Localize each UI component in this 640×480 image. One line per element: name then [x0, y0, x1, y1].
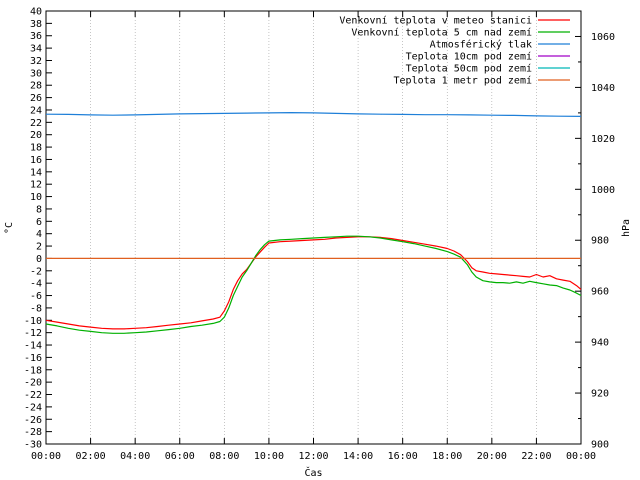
- grid: [90, 11, 537, 444]
- x-tick-label: 00:00: [566, 451, 596, 462]
- x-tick-label: 20:00: [477, 451, 507, 462]
- x-tick-label: 22:00: [521, 451, 551, 462]
- y2-tick-label: 920: [591, 389, 609, 400]
- y2-tick-label: 1060: [591, 32, 615, 43]
- x-tick-label: 18:00: [432, 451, 462, 462]
- x-tick-label: 16:00: [388, 451, 418, 462]
- series-line-2: [45, 235, 582, 334]
- x-tick-label: 08:00: [209, 451, 239, 462]
- legend-label-6: Teplota 1 metr pod zemí: [394, 75, 532, 87]
- y-tick-label: 12: [30, 180, 42, 191]
- y-axis-ticks: -30-28-26-24-22-20-18-16-14-12-10-8-6-4-…: [24, 7, 52, 451]
- y-tick-label: 22: [30, 118, 42, 129]
- x-tick-label: 04:00: [120, 451, 150, 462]
- y-tick-label: 8: [36, 204, 42, 215]
- y2-tick-label: 1040: [591, 83, 615, 94]
- legend: Venkovní teplota v meteo staniciVenkovní…: [339, 15, 570, 87]
- y-tick-label: -22: [24, 390, 42, 401]
- y-tick-label: 26: [30, 93, 42, 104]
- y-tick-label: -14: [24, 341, 42, 352]
- y-tick-label: 36: [30, 31, 42, 42]
- series-lines: [45, 111, 582, 334]
- legend-label-5: Teplota 50cm pod zemí: [406, 63, 532, 75]
- y-tick-label: 2: [36, 242, 42, 253]
- y-tick-label: 24: [30, 105, 42, 116]
- y-tick-label: 38: [30, 19, 42, 30]
- x-axis-ticks: 00:00 02:00 04:00 06:00 08:00 10:00 12:00 14:00…: [31, 11, 596, 462]
- y-tick-label: -8: [30, 303, 42, 314]
- y-tick-label: -2: [30, 266, 42, 277]
- y2-tick-label: 940: [591, 338, 609, 349]
- y-tick-label: 40: [30, 7, 42, 18]
- y-tick-label: 10: [30, 192, 42, 203]
- x-tick-label: 06:00: [165, 451, 195, 462]
- y-tick-label: 14: [30, 167, 42, 178]
- y-tick-label: -4: [30, 279, 42, 290]
- x-tick-label: 00:00: [31, 451, 61, 462]
- y-tick-label: 16: [30, 155, 42, 166]
- legend-label-1: Venkovní teplota v meteo stanici: [339, 15, 532, 27]
- y2-tick-label: 1000: [591, 185, 615, 196]
- y-tick-label: 4: [36, 229, 42, 240]
- y-tick-label: 0: [36, 254, 42, 265]
- y-tick-label: 30: [30, 68, 42, 79]
- x-tick-label: 10:00: [254, 451, 284, 462]
- y-tick-label: -10: [24, 316, 42, 327]
- y-tick-label: -6: [30, 291, 42, 302]
- y-tick-label: 34: [30, 44, 42, 55]
- y-tick-label: -24: [24, 402, 42, 413]
- y-tick-label: -26: [24, 415, 42, 426]
- y2-tick-label: 960: [591, 287, 609, 298]
- y-tick-label: -28: [24, 427, 42, 438]
- x-tick-label: 12:00: [298, 451, 328, 462]
- y-tick-label: 20: [30, 130, 42, 141]
- y-tick-label: -30: [24, 440, 42, 451]
- y-tick-label: -12: [24, 328, 42, 339]
- y2-axis-ticks: 900 920 940 960 980 1000 1020 1040 1060: [575, 32, 615, 451]
- series-line-1: [45, 236, 582, 330]
- y-tick-label: -16: [24, 353, 42, 364]
- legend-label-3: Atmosférický tlak: [430, 39, 532, 51]
- legend-label-4: Teplota 10cm pod zemí: [406, 51, 532, 63]
- y-tick-label: 6: [36, 217, 42, 228]
- y2-tick-label: 1020: [591, 134, 615, 145]
- y-tick-label: -20: [24, 378, 42, 389]
- y-axis-label: °C: [4, 222, 15, 234]
- y2-tick-label: 980: [591, 236, 609, 247]
- y2-axis-label: hPa: [621, 219, 632, 237]
- x-tick-label: 02:00: [76, 451, 106, 462]
- y2-tick-label: 900: [591, 440, 609, 451]
- y-tick-label: 28: [30, 81, 42, 92]
- y-tick-label: 32: [30, 56, 42, 67]
- y-tick-label: 18: [30, 143, 42, 154]
- x-tick-label: 14:00: [343, 451, 373, 462]
- x-axis-label: Čas: [304, 466, 322, 479]
- y-tick-label: -18: [24, 365, 42, 376]
- series-line-3: [45, 111, 582, 117]
- legend-label-2: Venkovní teplota 5 cm nad zemí: [351, 27, 532, 39]
